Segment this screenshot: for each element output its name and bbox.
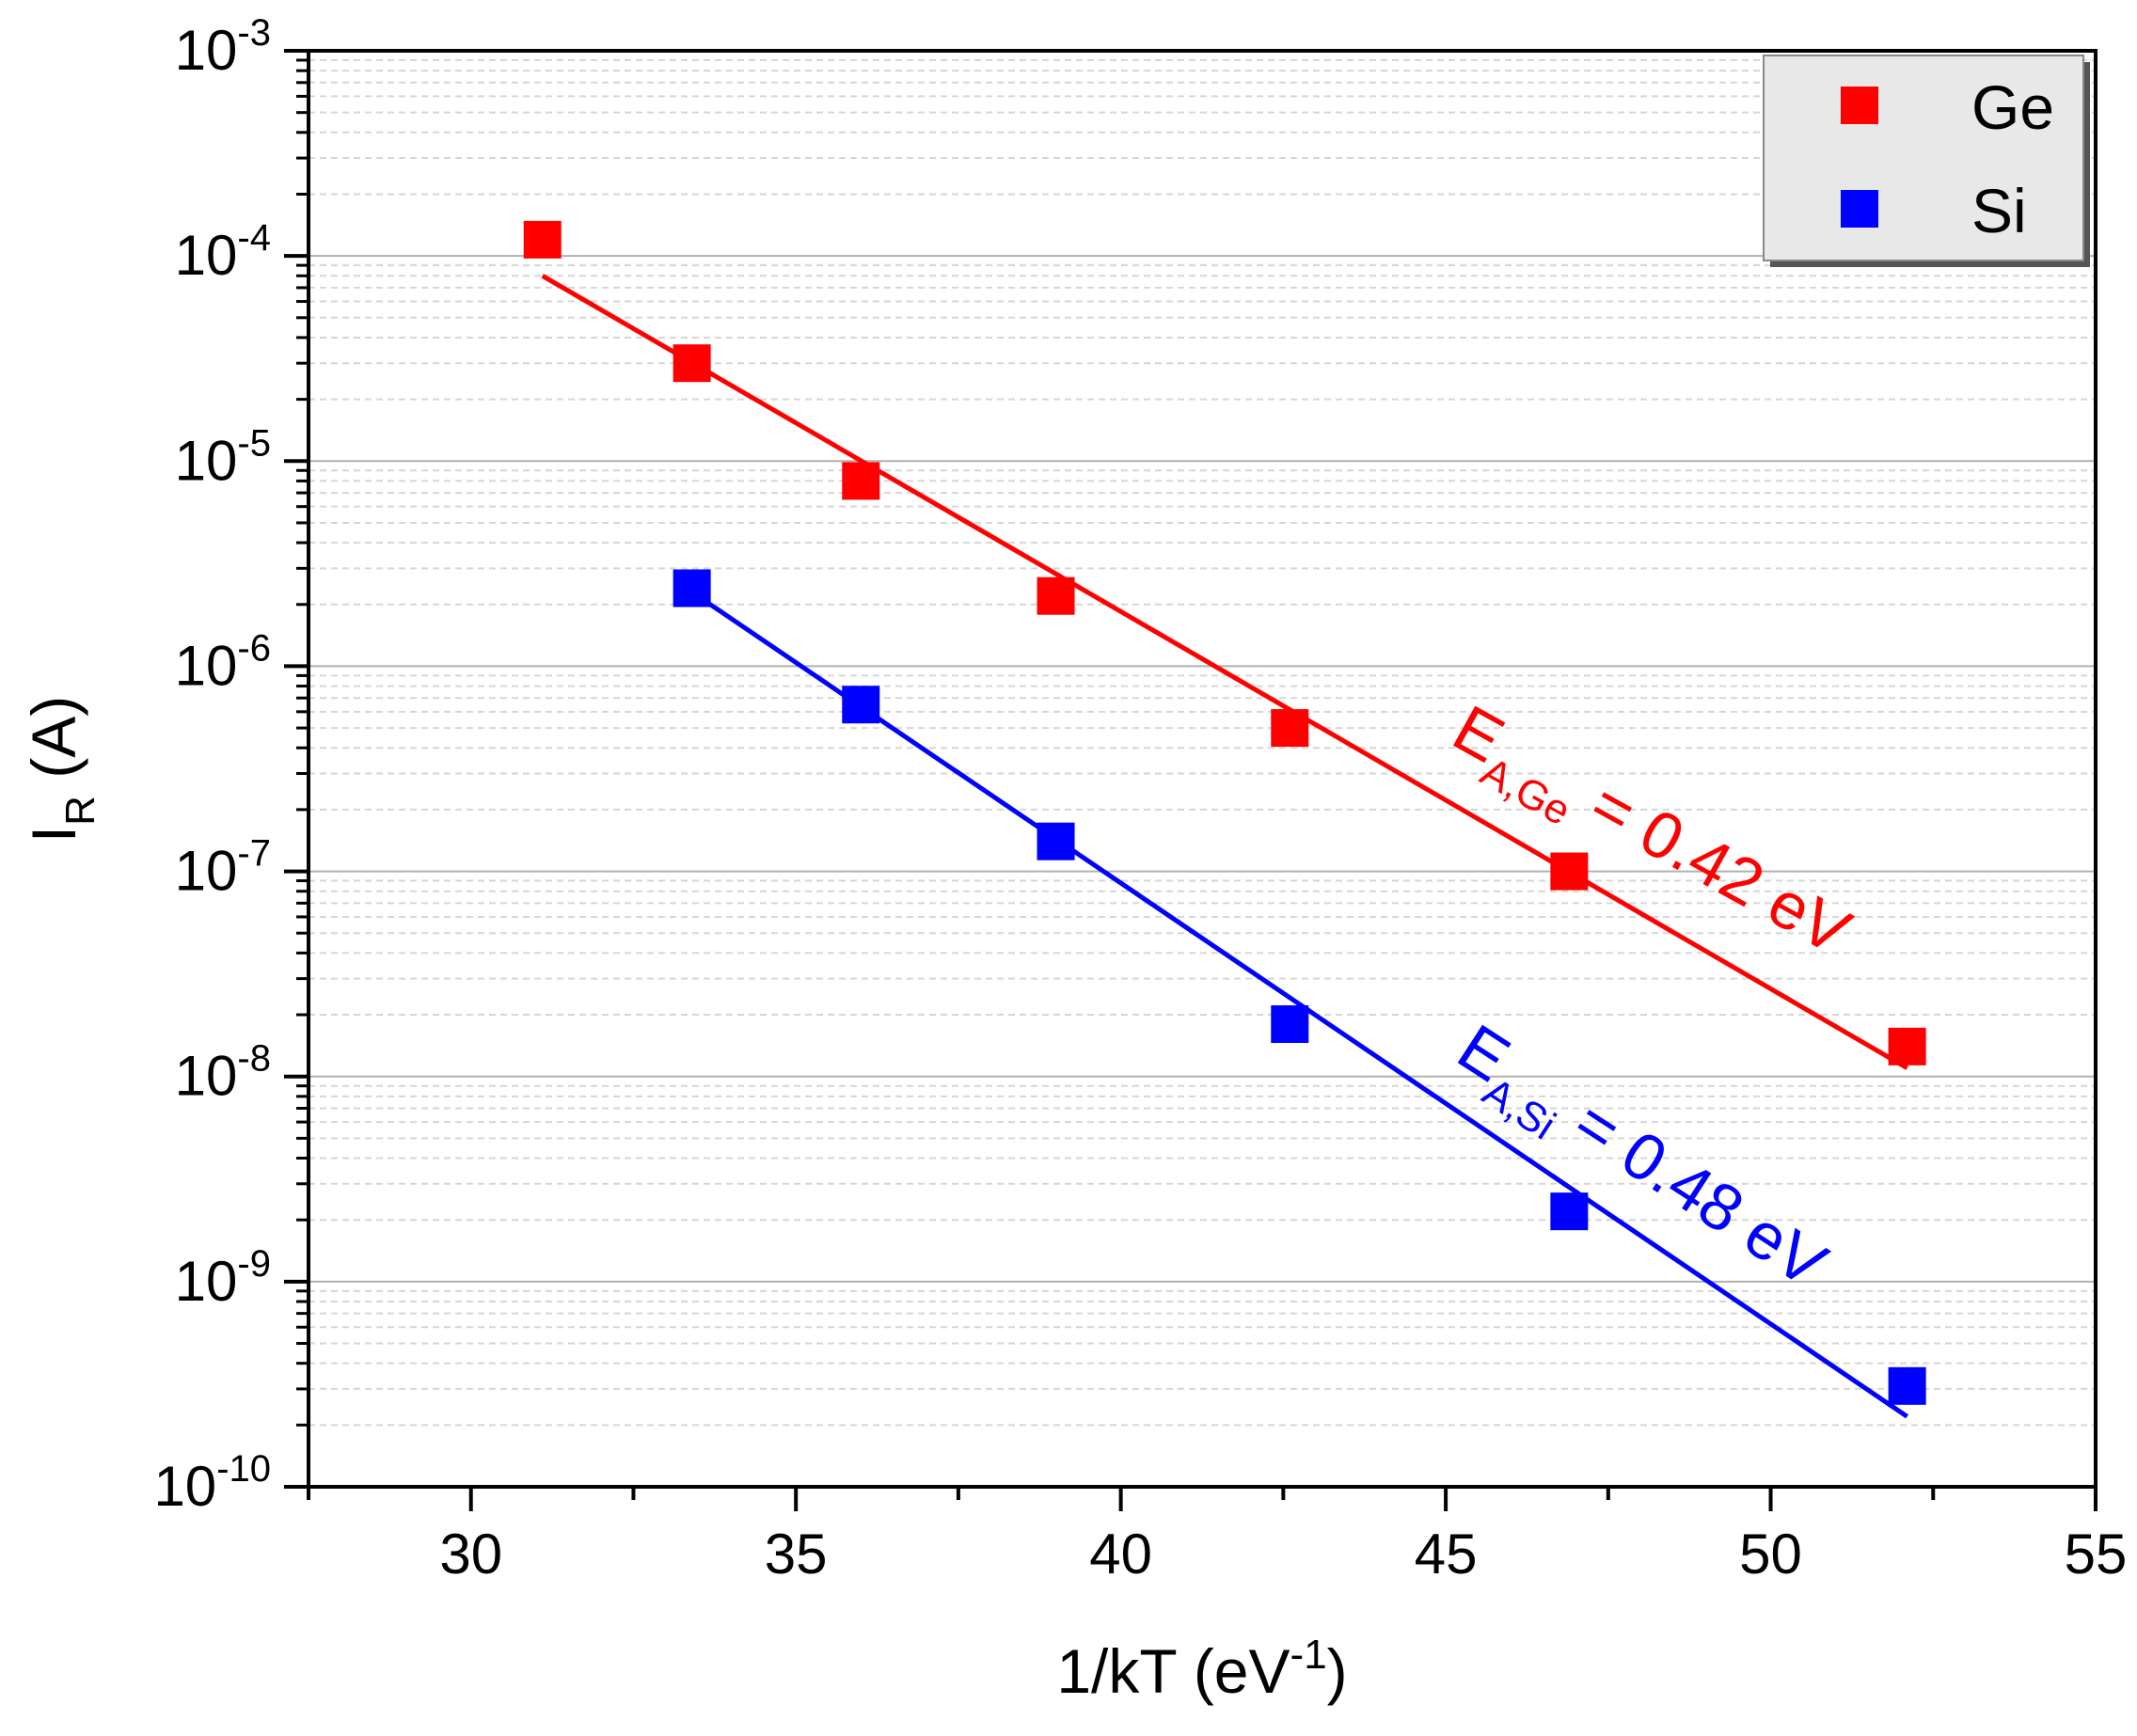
legend-box [1763,55,2084,261]
plot-frame [307,49,2097,1489]
x-tick-label: 40 [1089,1523,1152,1586]
fit-line-si [690,590,1909,1419]
annotation-ge-rest: = 0.42 eV [1562,758,1862,969]
data-point-si [1037,822,1075,860]
annotation-si-rest: = 0.48 eV [1546,1076,1840,1302]
annotation-ge: EA,Ge = 0.42 eV [1434,691,1862,981]
x-axis-title-sup: -1 [1290,1632,1327,1678]
x-axis: 30 35 40 45 50 55 [307,1487,2128,1586]
y-tick-label: 10-5 [175,422,271,492]
x-tick-label: 55 [2065,1523,2128,1586]
fit-lines [541,274,1909,1419]
y-axis-title-sub: R [57,796,103,826]
legend-marker-ge [1841,87,1878,124]
data-point-ge [842,462,880,500]
data-point-ge [1888,1027,1926,1065]
fit-line-ge [541,274,1908,1070]
y-tick-label: 10-6 [175,627,271,697]
x-tick-label: 45 [1415,1523,1478,1586]
y-axis-title-unit: (A) [19,696,88,796]
legend-label-ge: Ge [1971,72,2054,142]
x-tick-label: 35 [765,1523,828,1586]
x-axis-title: 1/kT (eV-1) [1056,1632,1347,1706]
data-point-si [1550,1192,1589,1231]
data-points [523,220,1926,1405]
y-tick-label: 10-9 [175,1243,271,1313]
y-axis-title: IR (A) [19,696,103,843]
x-axis-title-main: 1/kT (eV [1056,1636,1290,1706]
y-tick-label: 10-8 [175,1038,271,1108]
y-tick-label: 10-7 [175,833,271,903]
y-tick-label: 10-10 [153,1448,271,1518]
legend: Ge Si [1763,55,2090,267]
data-point-si [1271,1005,1309,1044]
data-point-ge [1037,576,1075,615]
x-axis-title-close: ) [1327,1636,1348,1706]
y-tick-label: 10-3 [175,12,271,82]
y-axis: 10-3 10-4 10-5 10-6 10-7 10-8 10-9 10-10 [153,12,309,1518]
y-tick-label: 10-4 [175,217,271,287]
data-point-ge [523,220,562,259]
data-point-ge [673,344,711,383]
x-tick-label: 30 [439,1523,502,1586]
y-axis-title-main: I [19,826,88,843]
annotation-si: EA,Si = 0.48 eV [1438,1010,1840,1313]
data-point-si [842,686,880,724]
legend-marker-si [1841,190,1878,228]
data-point-si [673,569,711,608]
legend-label-si: Si [1971,176,2027,245]
data-point-si [1888,1366,1926,1405]
data-point-ge [1550,852,1589,891]
data-point-ge [1271,709,1309,748]
x-tick-label: 50 [1739,1523,1802,1586]
